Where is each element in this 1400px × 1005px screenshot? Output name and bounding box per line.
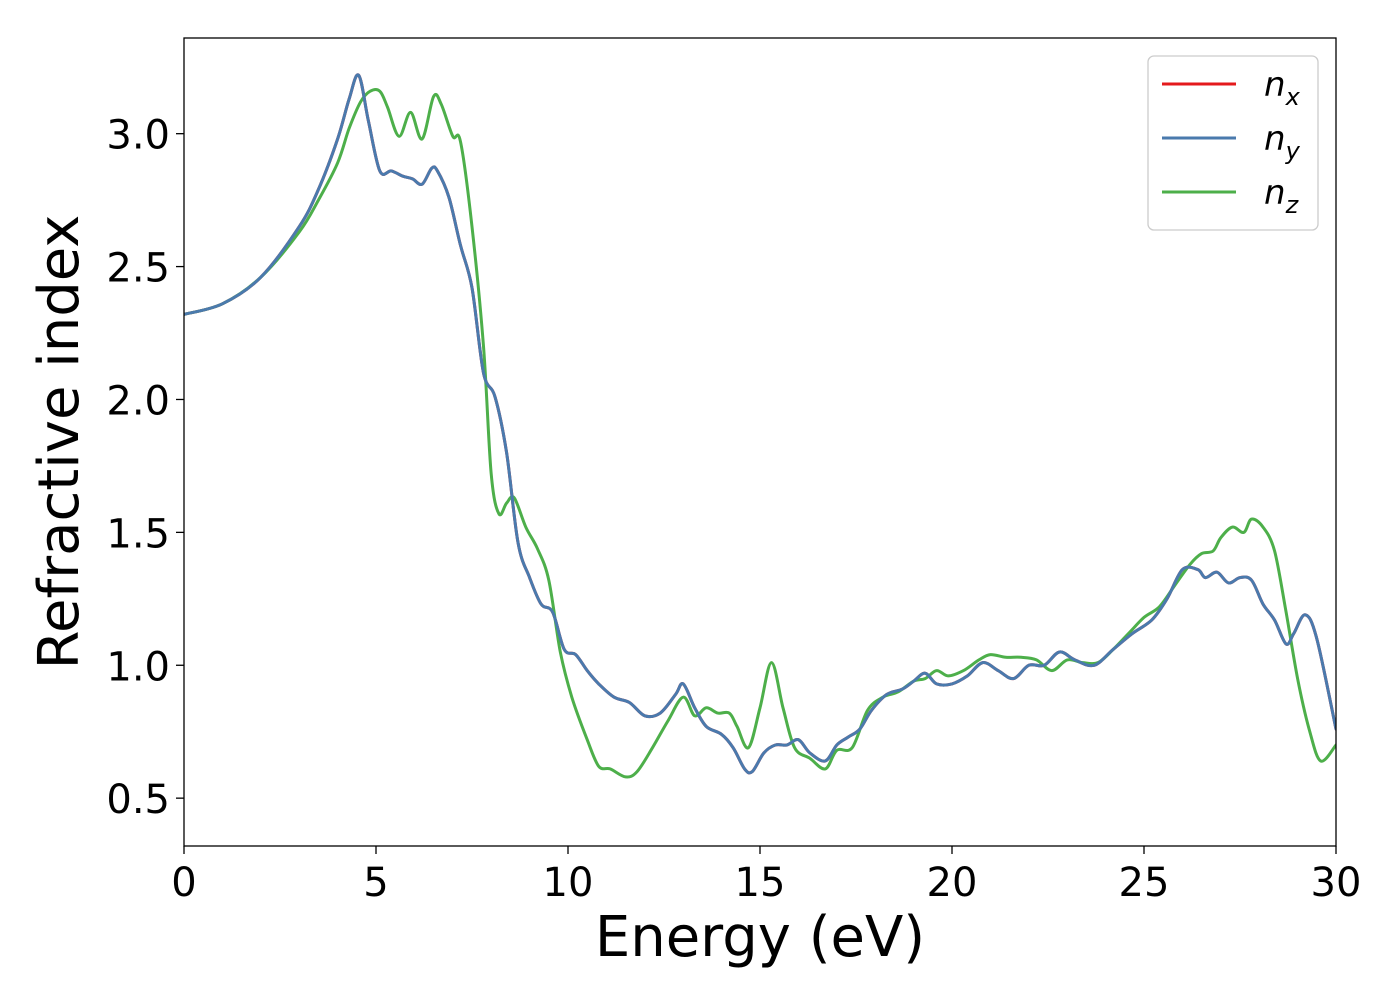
legend-label-z: nz bbox=[1264, 173, 1300, 219]
y-tick-label: 2.5 bbox=[106, 246, 170, 292]
x-tick-label: 30 bbox=[1311, 860, 1362, 906]
y-tick-label: 1.0 bbox=[106, 644, 170, 690]
x-tick-label: 10 bbox=[543, 860, 594, 906]
x-tick-label: 0 bbox=[171, 860, 196, 906]
legend-label-base: n bbox=[1264, 65, 1286, 105]
x-tick-label: 20 bbox=[927, 860, 978, 906]
y-tick-label: 1.5 bbox=[106, 511, 170, 557]
legend-label-base: n bbox=[1264, 119, 1286, 159]
series-line-y bbox=[184, 73, 1336, 775]
x-tick-label: 15 bbox=[735, 860, 786, 906]
legend-label-x: nx bbox=[1264, 65, 1301, 111]
legend-label-subscript: x bbox=[1285, 83, 1301, 111]
x-tick-label: 25 bbox=[1119, 860, 1170, 906]
legend-label-base: n bbox=[1264, 173, 1286, 213]
y-axis: 0.5 1.0 1.5 2.0 2.5 3.0 bbox=[106, 113, 184, 823]
y-tick-label: 2.0 bbox=[106, 378, 170, 424]
series-layer bbox=[184, 73, 1336, 779]
legend-label-subscript: z bbox=[1285, 191, 1300, 219]
y-axis-title: Refractive index bbox=[27, 215, 92, 670]
x-tick-label: 5 bbox=[363, 860, 388, 906]
y-tick-label: 3.0 bbox=[106, 113, 170, 159]
legend-label-y: ny bbox=[1264, 119, 1301, 165]
legend-label-subscript: y bbox=[1285, 137, 1301, 165]
legend-box bbox=[1147, 55, 1319, 231]
x-axis: 0 5 10 15 20 25 30 bbox=[171, 846, 1361, 906]
y-tick-label: 0.5 bbox=[106, 777, 170, 823]
x-axis-title: Energy (eV) bbox=[595, 905, 925, 970]
